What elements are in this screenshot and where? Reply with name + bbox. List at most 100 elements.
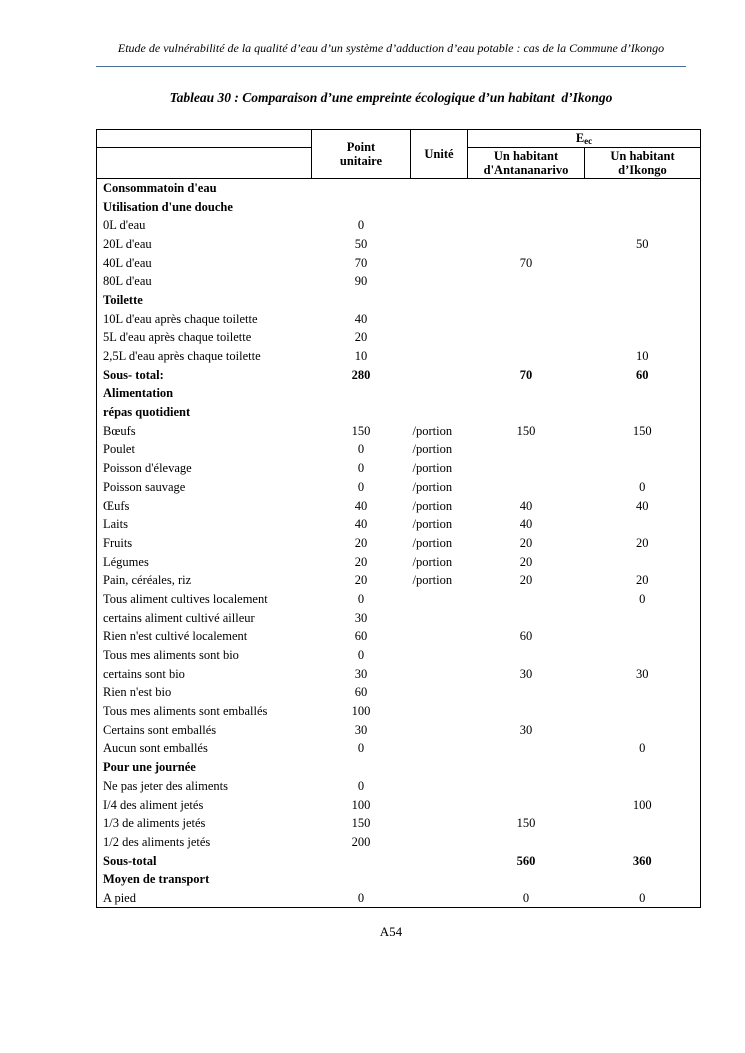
cell-ikongo	[585, 870, 701, 889]
cell-unite	[411, 627, 468, 646]
cell-antananarivo: 40	[519, 498, 533, 513]
header-empty-cell-top	[96, 129, 312, 148]
cell-ikongo	[585, 552, 701, 571]
cell-point-unitaire	[312, 291, 411, 310]
table-row: 5L d'eau après chaque toilette 20	[97, 328, 701, 347]
column-header-unite: Unité	[410, 129, 468, 179]
cell-point-unitaire: 280	[351, 367, 371, 382]
cell-unite: /portion	[412, 573, 453, 588]
cell-point-unitaire: 200	[351, 834, 371, 849]
cell-unite	[411, 795, 468, 814]
row-label: Ne pas jeter des aliments	[103, 778, 228, 793]
cell-antananarivo: 20	[519, 554, 533, 569]
cell-unite	[411, 309, 468, 328]
cell-ikongo	[585, 272, 701, 291]
row-label: Consommatoin d'eau	[103, 181, 217, 196]
cell-point-unitaire: 30	[354, 666, 368, 681]
cell-unite	[411, 646, 468, 665]
page-footer: A54	[379, 924, 403, 939]
cell-unite	[411, 702, 468, 721]
table-row: 0L d'eau 0	[97, 216, 701, 235]
cell-unite	[411, 272, 468, 291]
cell-unite	[411, 216, 468, 235]
cell-antananarivo	[468, 309, 585, 328]
row-label: 1/2 des aliments jetés	[103, 834, 211, 849]
cell-ikongo	[585, 777, 701, 796]
cell-unite	[411, 179, 468, 198]
cell-ikongo: 0	[639, 741, 646, 756]
cell-ikongo: 20	[636, 535, 649, 550]
table-row: Utilisation d'une douche	[97, 197, 701, 216]
cell-point-unitaire	[312, 403, 411, 422]
cell-antananarivo: 150	[516, 423, 536, 438]
cell-antananarivo: 20	[519, 573, 533, 588]
table-row: Légumes 20/portion 20	[97, 552, 701, 571]
cell-unite: /portion	[412, 498, 453, 513]
table-row: certains aliment cultivé ailleur 30	[97, 608, 701, 627]
ecology-comparison-table: Point unitaire Unité Eec Un habitant d'A…	[96, 129, 701, 908]
table-row: Pain, céréales, riz 20/portion 20 20	[97, 571, 701, 590]
cell-antananarivo	[468, 702, 585, 721]
cell-antananarivo	[468, 197, 585, 216]
table-row: 2,5L d'eau après chaque toilette 10 10	[97, 347, 701, 366]
row-label: Tous mes aliments sont emballés	[103, 704, 268, 719]
cell-point-unitaire: 0	[357, 741, 365, 756]
cell-point-unitaire: 30	[354, 722, 368, 737]
row-label: 10L d'eau après chaque toilette	[103, 311, 258, 326]
cell-point-unitaire: 10	[354, 349, 368, 364]
table-row: Poulet 0/portion	[97, 440, 701, 459]
cell-point-unitaire: 40	[354, 517, 368, 532]
cell-unite	[411, 253, 468, 272]
cell-point-unitaire: 60	[354, 629, 368, 644]
row-label: Poisson d'élevage	[103, 461, 192, 476]
cell-ikongo: 10	[636, 349, 649, 364]
cell-point-unitaire: 20	[354, 330, 368, 345]
cell-antananarivo	[468, 272, 585, 291]
cell-ikongo: 150	[632, 423, 652, 438]
row-label: 0L d'eau	[103, 218, 146, 233]
row-label: Rien n'est cultivé localement	[103, 629, 248, 644]
row-label: Légumes	[103, 554, 149, 569]
row-label: Pain, céréales, riz	[103, 573, 192, 588]
cell-point-unitaire	[312, 758, 411, 777]
table-row: 1/2 des aliments jetés 200	[97, 833, 701, 852]
cell-unite	[411, 664, 468, 683]
table-row: 10L d'eau après chaque toilette 40	[97, 309, 701, 328]
cell-ikongo	[585, 459, 701, 478]
cell-ikongo	[585, 515, 701, 534]
cell-unite: /portion	[412, 461, 453, 476]
table-row: Consommatoin d'eau	[97, 179, 701, 198]
cell-point-unitaire	[312, 179, 411, 198]
cell-antananarivo	[468, 590, 585, 609]
cell-ikongo: 50	[636, 236, 649, 251]
cell-point-unitaire: 90	[354, 274, 368, 289]
cell-ikongo: 0	[639, 591, 646, 606]
cell-ikongo	[585, 216, 701, 235]
row-label: Tous mes aliments sont bio	[103, 648, 239, 663]
table-row: Fruits 20/portion 20 20	[97, 534, 701, 553]
header-rule	[96, 66, 686, 67]
table-row: Poisson d'élevage 0/portion	[97, 459, 701, 478]
cell-unite	[411, 889, 468, 908]
cell-unite: /portion	[412, 442, 453, 457]
row-label: Œufs	[103, 498, 130, 513]
row-label: 1/3 de aliments jetés	[103, 816, 206, 831]
row-label: Poulet	[103, 442, 135, 457]
cell-ikongo	[585, 833, 701, 852]
cell-point-unitaire: 0	[357, 778, 365, 793]
header-empty-cell-bottom	[96, 147, 312, 179]
cell-unite	[411, 814, 468, 833]
cell-unite	[411, 608, 468, 627]
cell-ikongo	[585, 309, 701, 328]
table-row: Pour une journée	[97, 758, 701, 777]
cell-point-unitaire: 0	[357, 461, 365, 476]
row-label: Fruits	[103, 535, 133, 550]
table-row: Certains sont emballés 30 30	[97, 720, 701, 739]
row-label: Bœufs	[103, 423, 136, 438]
cell-antananarivo	[468, 758, 585, 777]
cell-ikongo	[585, 683, 701, 702]
cell-point-unitaire: 70	[354, 255, 368, 270]
row-label: 2,5L d'eau après chaque toilette	[103, 349, 261, 364]
cell-antananarivo	[468, 216, 585, 235]
cell-ikongo	[585, 758, 701, 777]
